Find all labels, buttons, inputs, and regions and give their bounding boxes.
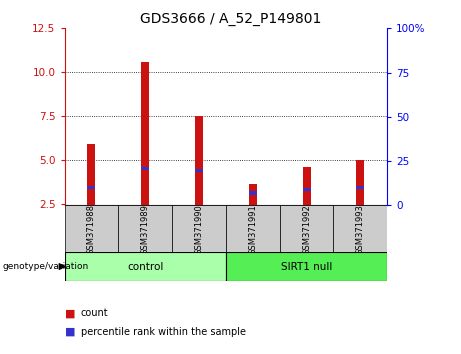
Bar	[118, 205, 172, 253]
Text: GSM371989: GSM371989	[141, 204, 150, 255]
Text: GSM371993: GSM371993	[356, 204, 365, 255]
Bar	[280, 205, 333, 253]
Text: GSM371988: GSM371988	[87, 204, 96, 255]
Bar	[356, 186, 364, 189]
Bar	[333, 205, 387, 253]
Text: control: control	[127, 262, 163, 272]
Text: SIRT1 null: SIRT1 null	[281, 262, 332, 272]
Bar	[141, 167, 149, 170]
Bar	[249, 184, 257, 205]
Bar	[226, 252, 387, 281]
Bar	[172, 205, 226, 253]
Bar	[226, 205, 280, 253]
Bar	[88, 186, 95, 189]
Bar	[302, 188, 311, 191]
Text: count: count	[81, 308, 108, 318]
Bar	[195, 116, 203, 205]
Bar	[302, 167, 311, 205]
Text: GDS3666 / A_52_P149801: GDS3666 / A_52_P149801	[140, 12, 321, 27]
Text: ■: ■	[65, 327, 75, 337]
Text: GSM371990: GSM371990	[195, 204, 203, 255]
Text: percentile rank within the sample: percentile rank within the sample	[81, 327, 246, 337]
Text: genotype/variation: genotype/variation	[2, 262, 89, 271]
Bar	[88, 144, 95, 205]
Text: ■: ■	[65, 308, 75, 318]
Bar	[249, 192, 257, 195]
Bar	[195, 169, 203, 172]
Text: GSM371992: GSM371992	[302, 204, 311, 255]
Bar	[65, 205, 118, 253]
Bar	[141, 62, 149, 205]
Text: GSM371991: GSM371991	[248, 204, 257, 255]
Bar	[356, 160, 364, 205]
Bar	[65, 252, 226, 281]
